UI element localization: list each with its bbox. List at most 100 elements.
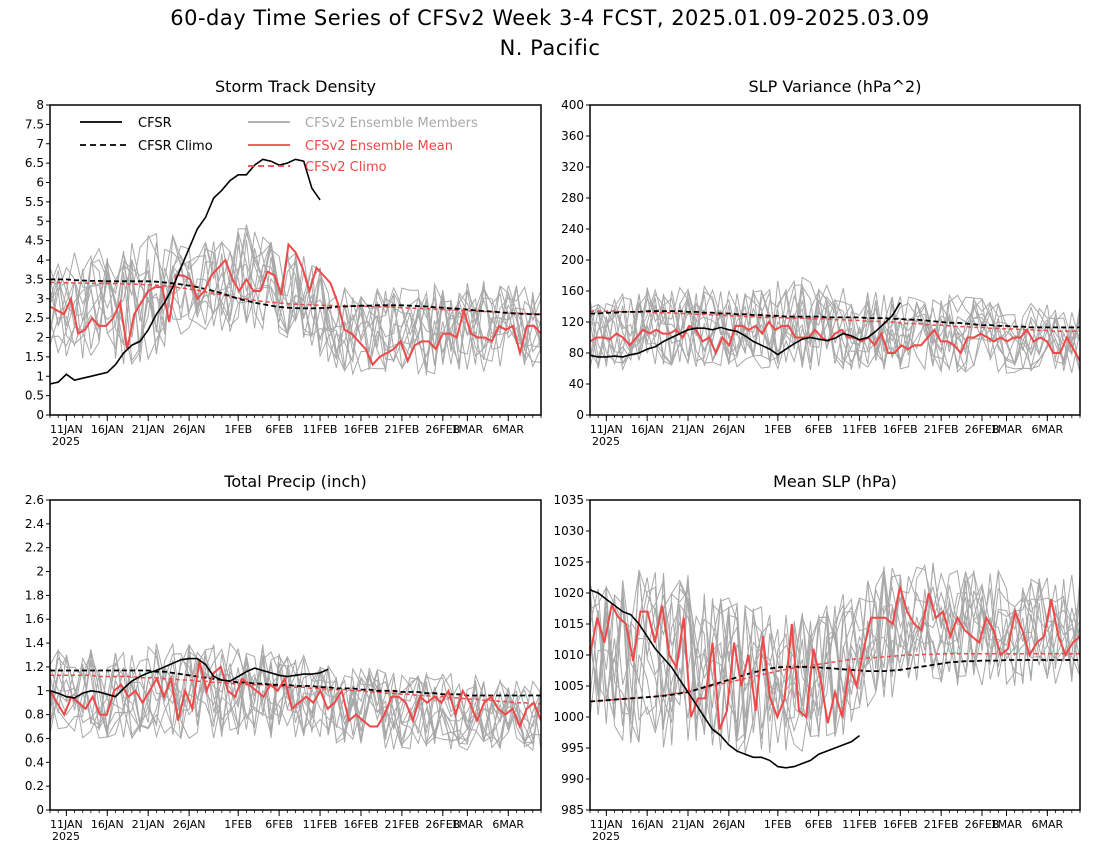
y-tick-label: 995 — [561, 741, 584, 755]
ensemble-member-line — [590, 288, 1080, 373]
legend-label: CFSv2 Climo — [305, 160, 387, 175]
ensemble-member-line — [590, 571, 1080, 739]
ensemble-member-line — [590, 287, 1080, 371]
x-tick-label: 21JAN — [672, 818, 705, 831]
y-tick-label: 240 — [561, 222, 584, 236]
cfsv2-climo-line — [590, 653, 1080, 703]
plot-area — [590, 562, 1080, 769]
panel-frame — [49, 104, 542, 416]
cfsr-climo-line — [50, 669, 541, 697]
legend-label: CFSv2 Ensemble Mean — [305, 139, 453, 154]
y-tick-label: 2 — [36, 565, 44, 579]
ensemble-member-line — [590, 566, 1080, 754]
panel-frame — [589, 499, 1081, 811]
x-tick-label: 11JAN — [50, 818, 83, 831]
x-tick-label: 21FEB — [384, 423, 419, 436]
y-tick-label: 2.5 — [25, 311, 44, 325]
y-tick-label: 0.6 — [25, 731, 44, 745]
y-tick-label: 80 — [569, 346, 584, 360]
y-tick-label: 2 — [36, 331, 44, 345]
ensemble-member-line — [590, 572, 1080, 754]
x-tick-label: 26FEB — [965, 423, 1000, 436]
y-tick-label: 5 — [36, 214, 44, 228]
ensemble-member-line — [50, 231, 541, 376]
x-tick-label: 1MAR — [991, 818, 1023, 831]
y-tick-label: 2.2 — [25, 541, 44, 555]
x-tick-label: 6FEB — [805, 818, 833, 831]
legend-label: CFSR Climo — [138, 139, 213, 154]
y-tick-label: 985 — [561, 803, 584, 817]
x-tick-label: 21JAN — [132, 423, 165, 436]
ensemble-member-line — [590, 577, 1080, 746]
x-tick-label: 11JAN — [590, 818, 623, 831]
cfsr-line — [50, 657, 329, 699]
x-tick-label: 21FEB — [924, 818, 959, 831]
y-tick-label: 1000 — [553, 710, 584, 724]
y-tick-label: 1.2 — [25, 660, 44, 674]
ensemble-member-line — [590, 291, 1080, 374]
y-tick-label: 6 — [36, 176, 44, 190]
x-tick-label: 26JAN — [712, 423, 745, 436]
y-tick-label: 8 — [36, 98, 44, 112]
x-tick-label: 21FEB — [384, 818, 419, 831]
y-tick-label: 0.8 — [25, 708, 44, 722]
cfsr-line — [590, 302, 901, 358]
y-tick-label: 360 — [561, 129, 584, 143]
ensemble-member-line — [590, 284, 1080, 374]
panel-title: SLP Variance (hPa^2) — [749, 77, 922, 96]
ensemble-member-line — [590, 563, 1080, 754]
x-tick-label: 16JAN — [631, 818, 664, 831]
x-tick-label: 1FEB — [224, 423, 252, 436]
x-tick-label: 16JAN — [91, 818, 124, 831]
legend: CFSR CFSR Climo CFSv2 Ensemble Members CFSv… — [80, 116, 478, 175]
ensemble-mean-line — [590, 586, 1080, 730]
y-tick-label: 7 — [36, 137, 44, 151]
plot-area — [50, 158, 541, 385]
x-tick-label: 1MAR — [452, 818, 484, 831]
y-tick-label: 1.8 — [25, 588, 44, 602]
x-tick-label: 6MAR — [492, 423, 524, 436]
y-tick-label: 0 — [576, 408, 584, 422]
ensemble-mean-line — [50, 660, 541, 730]
ensemble-member-line — [590, 575, 1080, 746]
x-tick-label: 16JAN — [91, 423, 124, 436]
x-tick-label: 1MAR — [991, 423, 1023, 436]
ensemble-member-line — [50, 651, 541, 745]
y-tick-label: 160 — [561, 284, 584, 298]
y-tick-label: 280 — [561, 191, 584, 205]
y-tick-label: 5.5 — [25, 195, 44, 209]
x-year-label: 2025 — [52, 435, 80, 448]
x-tick-label: 1FEB — [224, 818, 252, 831]
cfsv2-climo-line — [590, 310, 1080, 333]
y-tick-label: 1 — [36, 369, 44, 383]
legend-label: CFSR — [138, 116, 172, 131]
x-tick-label: 26JAN — [712, 818, 745, 831]
panel-frame — [589, 104, 1081, 416]
y-tick-label: 2.4 — [25, 517, 44, 531]
plot-area — [50, 642, 541, 752]
plot-area — [590, 276, 1080, 374]
y-tick-label: 3.5 — [25, 272, 44, 286]
y-tick-label: 0 — [36, 803, 44, 817]
ensemble-member-line — [590, 562, 1080, 743]
y-tick-label: 6.5 — [25, 156, 44, 170]
y-tick-label: 7.5 — [25, 117, 44, 131]
ensemble-member-line — [590, 566, 1080, 743]
cfsr-climo-line — [50, 278, 541, 316]
x-year-label: 2025 — [52, 830, 80, 843]
y-tick-label: 1025 — [553, 555, 584, 569]
ensemble-member-line — [50, 643, 541, 746]
x-tick-label: 6MAR — [492, 818, 524, 831]
panel-3: Total Precip (inch) 0 0.2 0.4 0.6 0.8 1 1.2 1.4 1… — [25, 472, 542, 843]
x-tick-label: 1MAR — [452, 423, 484, 436]
y-tick-label: 1030 — [553, 524, 584, 538]
y-tick-label: 1.5 — [25, 350, 44, 364]
x-tick-label: 21FEB — [924, 423, 959, 436]
legend-label: CFSv2 Ensemble Members — [305, 116, 478, 131]
x-tick-label: 16FEB — [344, 423, 379, 436]
cfsr-line — [50, 158, 321, 385]
y-tick-label: 1035 — [553, 493, 584, 507]
cfsr-climo-line — [590, 310, 1080, 329]
y-tick-label: 1020 — [553, 586, 584, 600]
